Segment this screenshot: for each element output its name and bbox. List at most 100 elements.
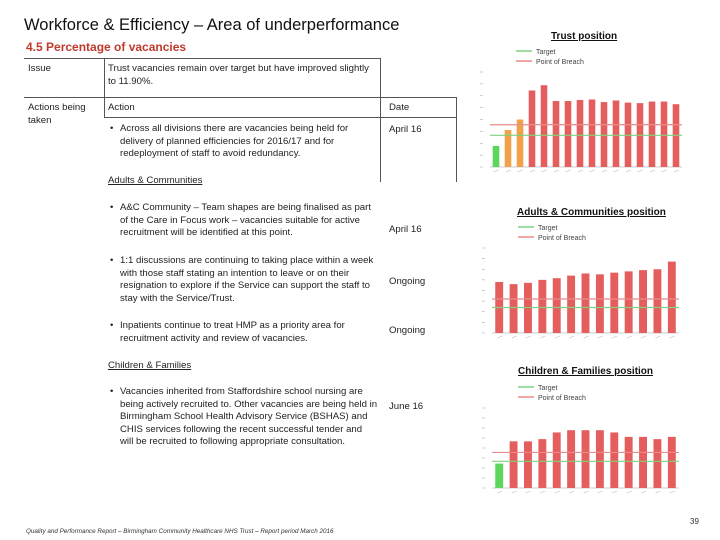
x-tick-label — [569, 335, 575, 339]
bar — [660, 101, 668, 167]
x-tick-label — [525, 490, 532, 494]
bar — [639, 270, 647, 333]
x-tick-label — [601, 169, 608, 173]
bar — [600, 102, 608, 167]
x-tick-label — [540, 335, 546, 339]
page-title: Workforce & Efficiency – Area of underpe… — [24, 16, 400, 34]
x-tick-label — [577, 169, 584, 173]
x-tick-label — [655, 490, 661, 494]
x-tick-label — [511, 335, 517, 339]
x-tick-label — [569, 490, 575, 494]
bar — [552, 278, 561, 333]
legend-breach-label: Point of Breach — [538, 235, 586, 242]
x-tick-label — [597, 490, 603, 494]
x-tick-label — [511, 490, 517, 494]
bar — [624, 271, 633, 333]
table-divider — [104, 58, 105, 118]
action-item: Across all divisions there are vacancies… — [110, 123, 378, 161]
bar — [648, 101, 656, 167]
x-tick-label — [669, 335, 675, 339]
adults-vacancy-chart: Target Point of Breach — [482, 225, 679, 339]
legend-target-label: Target — [538, 225, 558, 232]
x-tick-label — [649, 169, 656, 173]
x-tick-label — [517, 169, 524, 173]
bar — [492, 145, 500, 167]
bar — [538, 439, 547, 488]
x-tick-label — [637, 169, 644, 173]
table-divider — [380, 58, 381, 182]
table-divider — [104, 117, 456, 118]
bar — [528, 90, 536, 167]
bar — [653, 269, 662, 333]
issue-label: Issue — [28, 63, 51, 74]
legend-target-label: Target — [538, 385, 558, 392]
x-tick-label — [493, 169, 500, 173]
x-tick-label — [565, 169, 572, 173]
x-tick-label — [597, 335, 603, 339]
action-date: Ongoing — [389, 325, 426, 336]
bar — [639, 436, 647, 488]
x-tick-label — [553, 169, 560, 173]
legend-breach-label: Point of Breach — [536, 59, 584, 66]
action-item: A&C Community – Team shapes are being fi… — [110, 202, 378, 240]
x-tick-label — [589, 169, 596, 173]
bar — [588, 99, 596, 167]
bar — [509, 441, 518, 488]
bar — [612, 100, 620, 167]
bar — [595, 274, 604, 333]
x-tick-label — [612, 335, 618, 339]
actions-label: Actions being taken — [28, 102, 86, 126]
x-tick-label — [583, 335, 589, 339]
action-item: Inpatients continue to treat HMP as a pr… — [110, 320, 378, 345]
x-tick-label — [669, 490, 675, 494]
bar — [538, 279, 547, 333]
bar — [552, 432, 561, 488]
bar — [624, 436, 633, 488]
x-tick-label — [612, 490, 618, 494]
bar — [581, 430, 590, 488]
bar — [667, 436, 676, 488]
bar — [581, 273, 590, 333]
x-tick-label — [625, 169, 632, 173]
x-tick-label — [640, 335, 647, 339]
action-date: June 16 — [389, 401, 424, 412]
x-tick-label — [497, 335, 503, 339]
bar — [595, 430, 604, 488]
bar — [495, 463, 504, 488]
x-tick-label — [640, 490, 647, 494]
action-date: April 16 — [389, 124, 422, 135]
x-tick-label — [497, 490, 503, 494]
action-item: 1:1 discussions are continuing to taking… — [110, 255, 378, 305]
table-divider — [24, 97, 456, 98]
legend-target-label: Target — [536, 49, 556, 56]
bar — [610, 432, 619, 488]
bar — [610, 272, 619, 333]
table-divider — [456, 97, 457, 182]
adults-chart-title: Adults & Communities position — [517, 207, 666, 218]
bar — [504, 130, 512, 167]
bar — [524, 441, 532, 488]
children-vacancy-chart: Target Point of Breach — [482, 385, 679, 494]
x-tick-label — [541, 169, 548, 173]
bar — [509, 284, 518, 333]
x-tick-label — [626, 335, 632, 339]
x-tick-label — [554, 335, 560, 339]
bar — [667, 261, 676, 333]
legend-breach-label: Point of Breach — [538, 395, 586, 402]
x-tick-label — [540, 490, 546, 494]
x-tick-label — [525, 335, 532, 339]
bar — [653, 439, 662, 488]
x-tick-label — [613, 169, 620, 173]
trust-chart-title: Trust position — [551, 31, 618, 42]
x-tick-label — [554, 490, 560, 494]
action-item: Vacancies inherited from Staffordshire s… — [110, 386, 378, 449]
action-date: April 16 — [389, 224, 422, 235]
children-heading: Children & Families — [108, 360, 192, 371]
bar — [564, 101, 572, 167]
bar — [567, 430, 576, 488]
x-tick-label — [673, 169, 680, 173]
section-subtitle: 4.5 Percentage of vacancies — [26, 40, 187, 54]
bar — [576, 99, 584, 167]
bar — [552, 101, 560, 167]
x-tick-label — [583, 490, 589, 494]
